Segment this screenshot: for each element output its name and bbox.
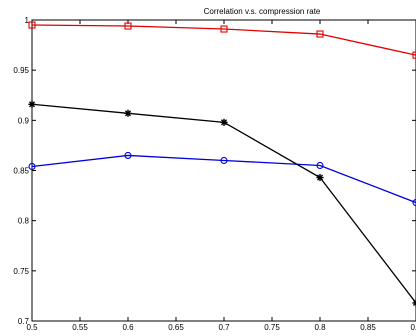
data-point [316,173,324,182]
x-tick-label: 0.75 [264,323,280,332]
data-point [124,151,132,159]
series-layer [28,21,416,307]
x-tick-label: 0.5 [26,323,38,332]
x-tick-label: 0.85 [360,323,376,332]
x-tick-label: 0.8 [314,323,326,332]
chart-title: Correlation v.s. compression rate [204,7,321,16]
y-tick-label: 1 [25,16,30,25]
data-point [220,118,228,126]
data-point [124,22,132,30]
y-tick-label: 0.85 [13,167,29,176]
data-point [316,30,324,38]
series-line [31,154,416,204]
series-line [31,24,416,56]
x-tick-label: 0.55 [72,323,88,332]
x-tick-label: 0.65 [168,323,184,332]
data-point [316,161,324,170]
data-point [28,100,36,108]
x-tick-label: 0.6 [122,323,134,332]
series-3 [28,100,416,307]
y-tick-label: 0.75 [13,267,29,276]
x-tick-label: 0.9 [410,323,416,332]
data-point [412,51,416,59]
axes: 0.5 0.55 0.6 0.65 0.7 0.75 0.8 0.85 0.9 0.7 0.75 0.… [13,16,416,332]
data-point [220,156,228,165]
x-tick-label: 0.7 [218,323,230,332]
series-1 [28,21,416,59]
data-point [28,162,36,171]
y-tick-label: 0.9 [18,116,30,125]
data-point [28,21,36,29]
series-2 [28,151,416,207]
data-point [220,25,228,33]
data-point [124,109,132,117]
y-tick-label: 0.7 [18,317,30,326]
y-tick-label: 0.8 [18,217,30,226]
plot-area [31,19,416,322]
data-point [412,199,416,207]
y-tick-label: 0.95 [13,66,29,75]
